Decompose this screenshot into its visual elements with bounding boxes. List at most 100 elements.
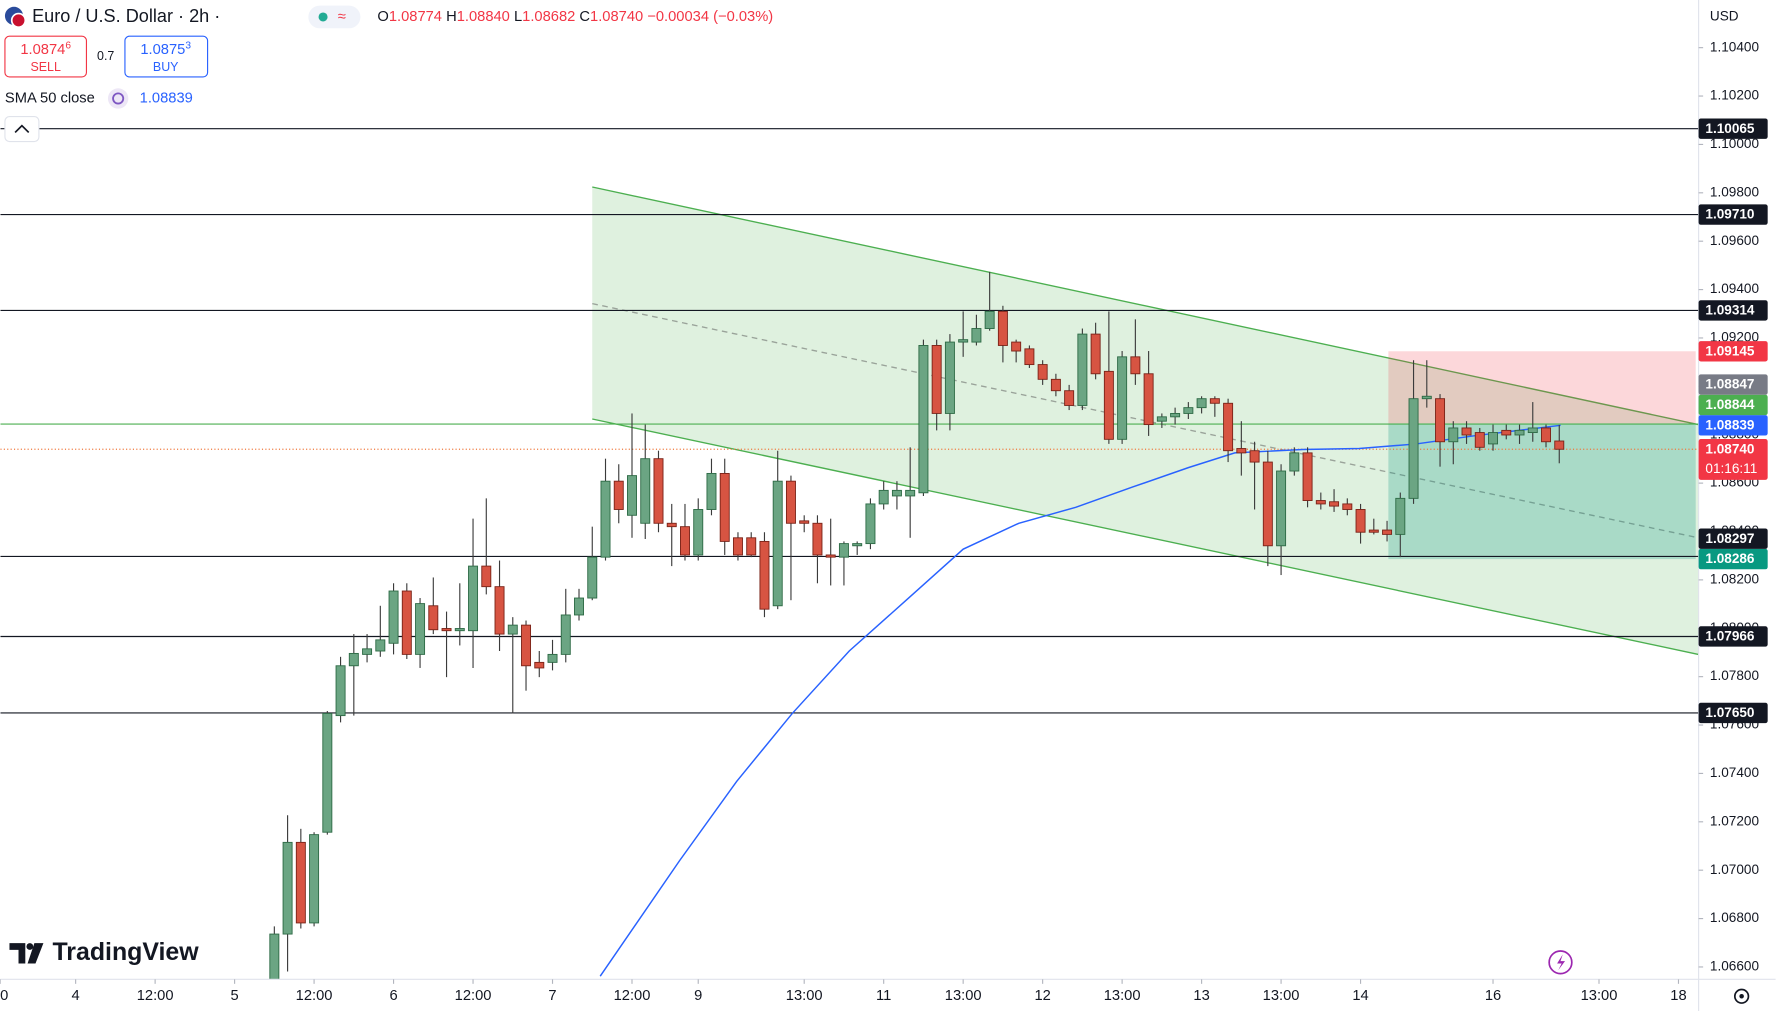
symbol-title[interactable]: Euro / U.S. Dollar · 2h · xyxy=(32,6,220,26)
candle-body xyxy=(468,565,479,632)
plot-area xyxy=(0,128,1699,980)
candle-body xyxy=(905,489,916,497)
price-badge-label: 1.08740 xyxy=(1705,441,1754,456)
candle-body xyxy=(732,537,743,556)
indicator-icon[interactable] xyxy=(107,88,129,109)
candle-body xyxy=(507,624,518,635)
candle-body xyxy=(1170,412,1181,418)
candle-body xyxy=(1488,432,1499,445)
collapse-icon xyxy=(14,124,30,134)
price-badge xyxy=(1698,528,1768,549)
candle-body xyxy=(971,328,982,343)
candle-body xyxy=(1037,364,1048,380)
currency-label[interactable]: USD xyxy=(1710,9,1739,24)
candle-body xyxy=(838,543,849,558)
candle-body xyxy=(415,603,426,655)
indicator-legend: SMA 50 close 1.08839 xyxy=(4,88,193,143)
candle-body xyxy=(852,543,863,547)
sell-price: 1.08746 xyxy=(20,40,71,58)
candle-body xyxy=(1050,378,1061,392)
collapse-button[interactable] xyxy=(4,116,40,143)
candle-body xyxy=(1514,429,1525,436)
price-badge-label: 1.08839 xyxy=(1705,417,1755,432)
x-tick-label: 11 xyxy=(876,988,891,1004)
x-tick-label: 5 xyxy=(231,988,239,1004)
candle-body xyxy=(1342,503,1353,510)
buy-price-main: 1.0875 xyxy=(140,42,185,58)
x-tick-label: 12:00 xyxy=(296,988,333,1004)
x-tick-label: 14 xyxy=(1352,988,1368,1004)
candle-body xyxy=(785,480,796,524)
candle-body xyxy=(1474,432,1485,448)
x-tick-label: 13 xyxy=(1193,988,1209,1004)
candle-body xyxy=(1527,427,1538,434)
price-badge xyxy=(1698,341,1768,362)
indicator-name[interactable]: SMA 50 close xyxy=(5,90,95,106)
candle-body xyxy=(388,590,399,644)
price-badges: 1.07650 1.07966 1.08286 1.08297 1.08740 01:16… xyxy=(1698,118,1768,724)
sell-button[interactable] xyxy=(4,35,88,78)
logo-text: TradingView xyxy=(52,938,199,966)
candle-body xyxy=(1262,461,1273,547)
y-tick-label: 1.09200 xyxy=(1710,330,1760,345)
countdown-label: 01:16:11 xyxy=(1705,461,1757,476)
candle-body xyxy=(587,556,598,599)
candle-body xyxy=(891,489,902,497)
x-tick-label: 12:00 xyxy=(614,988,651,1004)
x-tick-label: 13:00 xyxy=(1581,988,1618,1004)
y-tick-label: 1.09600 xyxy=(1710,233,1760,248)
position-target-zone xyxy=(1388,423,1696,560)
logo-mark xyxy=(9,943,44,964)
price-badge xyxy=(1698,439,1768,480)
settings-button[interactable] xyxy=(1733,988,1750,1004)
x-tick-label: 00 xyxy=(0,988,8,1004)
candle-body xyxy=(719,472,730,542)
candle-body xyxy=(600,480,611,558)
price-badge-label: 1.08286 xyxy=(1705,551,1755,566)
price-badge-label: 1.10065 xyxy=(1705,121,1755,136)
candle-body xyxy=(931,345,942,414)
candle-body xyxy=(878,489,889,505)
candle-body xyxy=(640,458,651,524)
candle-body xyxy=(534,661,545,669)
ohlc-letter: C xyxy=(579,9,590,25)
price-badge-label: 1.08844 xyxy=(1705,397,1755,412)
price-badge xyxy=(1698,204,1768,225)
candle-body xyxy=(958,339,969,343)
alert-icon xyxy=(1557,954,1566,971)
candle-body xyxy=(1077,333,1088,406)
candle-body xyxy=(547,653,558,663)
candle-body xyxy=(1196,398,1207,409)
candle-body xyxy=(1156,416,1167,422)
candle-body xyxy=(269,933,280,980)
x-tick-label: 7 xyxy=(548,988,556,1004)
x-tick-label: 16 xyxy=(1485,988,1501,1004)
buy-label: BUY xyxy=(153,60,179,74)
price-badge-label: 1.07650 xyxy=(1705,705,1754,720)
candle-body xyxy=(997,310,1008,346)
candle-body xyxy=(1554,440,1565,450)
candle-body xyxy=(1183,407,1194,414)
logo-dot xyxy=(26,943,34,950)
ohlc-number: 1.08840 xyxy=(457,9,510,25)
ohlc-number: 1.08774 xyxy=(389,9,442,25)
candle-body xyxy=(944,341,955,414)
buy-price-sup: 3 xyxy=(185,40,191,51)
candle-body xyxy=(1223,402,1234,452)
candle-body xyxy=(865,503,876,545)
candle-body xyxy=(666,522,677,528)
buy-button[interactable] xyxy=(124,35,209,78)
x-tick-label: 4 xyxy=(72,988,80,1004)
price-badge-label: 1.07966 xyxy=(1705,629,1755,644)
status-pill[interactable] xyxy=(308,5,361,29)
candle-body xyxy=(375,639,386,652)
candle-body xyxy=(1143,373,1154,426)
candle-body xyxy=(1024,348,1035,366)
y-tick-label: 1.09800 xyxy=(1710,184,1760,199)
x-tick-label: 6 xyxy=(389,988,397,1004)
price-badge xyxy=(1698,415,1768,436)
y-tick-label: 1.07400 xyxy=(1710,765,1760,780)
candle-body xyxy=(521,624,532,667)
